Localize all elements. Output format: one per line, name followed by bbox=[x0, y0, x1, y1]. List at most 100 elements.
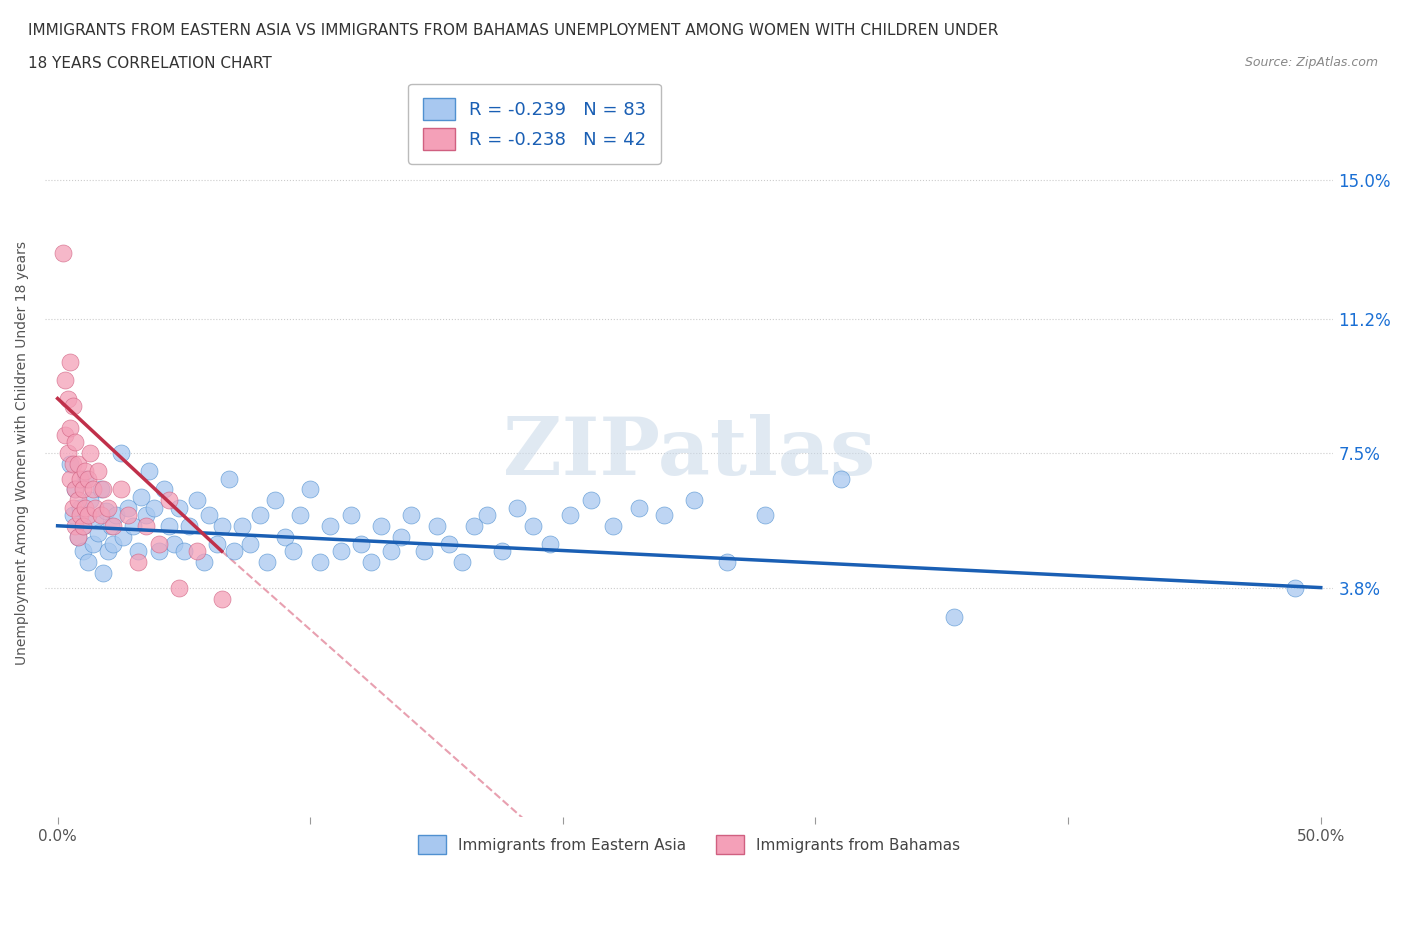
Point bbox=[360, 554, 382, 569]
Point bbox=[97, 500, 120, 515]
Point bbox=[602, 518, 624, 533]
Point bbox=[231, 518, 253, 533]
Point bbox=[299, 482, 322, 497]
Point bbox=[65, 482, 87, 497]
Point bbox=[66, 457, 89, 472]
Point bbox=[389, 529, 412, 544]
Point bbox=[463, 518, 485, 533]
Point bbox=[173, 544, 195, 559]
Point bbox=[97, 544, 120, 559]
Point bbox=[754, 508, 776, 523]
Point bbox=[101, 518, 124, 533]
Point bbox=[475, 508, 498, 523]
Point bbox=[66, 529, 89, 544]
Point bbox=[56, 392, 79, 406]
Point bbox=[380, 544, 402, 559]
Point bbox=[127, 554, 149, 569]
Point bbox=[281, 544, 304, 559]
Point bbox=[491, 544, 513, 559]
Text: ZIPatlas: ZIPatlas bbox=[503, 414, 876, 492]
Point bbox=[84, 512, 107, 526]
Point bbox=[69, 508, 91, 523]
Point bbox=[627, 500, 650, 515]
Point bbox=[830, 472, 852, 486]
Point bbox=[53, 373, 76, 388]
Point bbox=[82, 482, 104, 497]
Point bbox=[135, 508, 157, 523]
Point bbox=[224, 544, 246, 559]
Point bbox=[127, 544, 149, 559]
Point bbox=[211, 591, 233, 606]
Point bbox=[56, 445, 79, 460]
Point bbox=[59, 420, 82, 435]
Point bbox=[62, 457, 84, 472]
Point bbox=[163, 537, 186, 551]
Point bbox=[117, 508, 139, 523]
Point bbox=[186, 493, 208, 508]
Point bbox=[148, 544, 170, 559]
Point bbox=[177, 518, 200, 533]
Point bbox=[65, 434, 87, 449]
Point bbox=[87, 525, 110, 540]
Point bbox=[370, 518, 392, 533]
Point bbox=[716, 554, 738, 569]
Point bbox=[66, 493, 89, 508]
Point bbox=[62, 398, 84, 413]
Point bbox=[59, 457, 82, 472]
Point bbox=[117, 500, 139, 515]
Point bbox=[157, 518, 180, 533]
Point bbox=[112, 529, 135, 544]
Text: Source: ZipAtlas.com: Source: ZipAtlas.com bbox=[1244, 56, 1378, 69]
Point bbox=[65, 518, 87, 533]
Point bbox=[288, 508, 311, 523]
Point bbox=[77, 472, 100, 486]
Point bbox=[450, 554, 472, 569]
Point bbox=[329, 544, 352, 559]
Point bbox=[152, 482, 174, 497]
Point bbox=[75, 464, 97, 479]
Point bbox=[91, 565, 114, 580]
Point bbox=[72, 544, 94, 559]
Point bbox=[82, 537, 104, 551]
Point bbox=[91, 482, 114, 497]
Point bbox=[135, 518, 157, 533]
Y-axis label: Unemployment Among Women with Children Under 18 years: Unemployment Among Women with Children U… bbox=[15, 241, 30, 665]
Point bbox=[100, 518, 122, 533]
Point bbox=[129, 489, 152, 504]
Point bbox=[110, 445, 132, 460]
Point bbox=[62, 508, 84, 523]
Point bbox=[62, 500, 84, 515]
Point bbox=[218, 472, 240, 486]
Point bbox=[77, 554, 100, 569]
Point bbox=[104, 508, 127, 523]
Point bbox=[101, 537, 124, 551]
Point bbox=[79, 493, 101, 508]
Point bbox=[437, 537, 460, 551]
Point bbox=[167, 500, 190, 515]
Point bbox=[309, 554, 332, 569]
Point bbox=[319, 518, 342, 533]
Point bbox=[52, 246, 75, 260]
Legend: Immigrants from Eastern Asia, Immigrants from Bahamas: Immigrants from Eastern Asia, Immigrants… bbox=[412, 830, 966, 860]
Point bbox=[65, 482, 87, 497]
Point bbox=[72, 518, 94, 533]
Point bbox=[943, 609, 966, 624]
Point bbox=[339, 508, 361, 523]
Point bbox=[522, 518, 544, 533]
Text: 18 YEARS CORRELATION CHART: 18 YEARS CORRELATION CHART bbox=[28, 56, 271, 71]
Point bbox=[205, 537, 228, 551]
Point bbox=[59, 354, 82, 369]
Point bbox=[350, 537, 373, 551]
Text: IMMIGRANTS FROM EASTERN ASIA VS IMMIGRANTS FROM BAHAMAS UNEMPLOYMENT AMONG WOMEN: IMMIGRANTS FROM EASTERN ASIA VS IMMIGRAN… bbox=[28, 23, 998, 38]
Point bbox=[90, 482, 112, 497]
Point bbox=[425, 518, 447, 533]
Point bbox=[413, 544, 436, 559]
Point bbox=[53, 428, 76, 443]
Point bbox=[69, 500, 91, 515]
Point bbox=[66, 529, 89, 544]
Point bbox=[72, 518, 94, 533]
Point bbox=[87, 464, 110, 479]
Point bbox=[72, 482, 94, 497]
Point bbox=[239, 537, 262, 551]
Point bbox=[122, 518, 145, 533]
